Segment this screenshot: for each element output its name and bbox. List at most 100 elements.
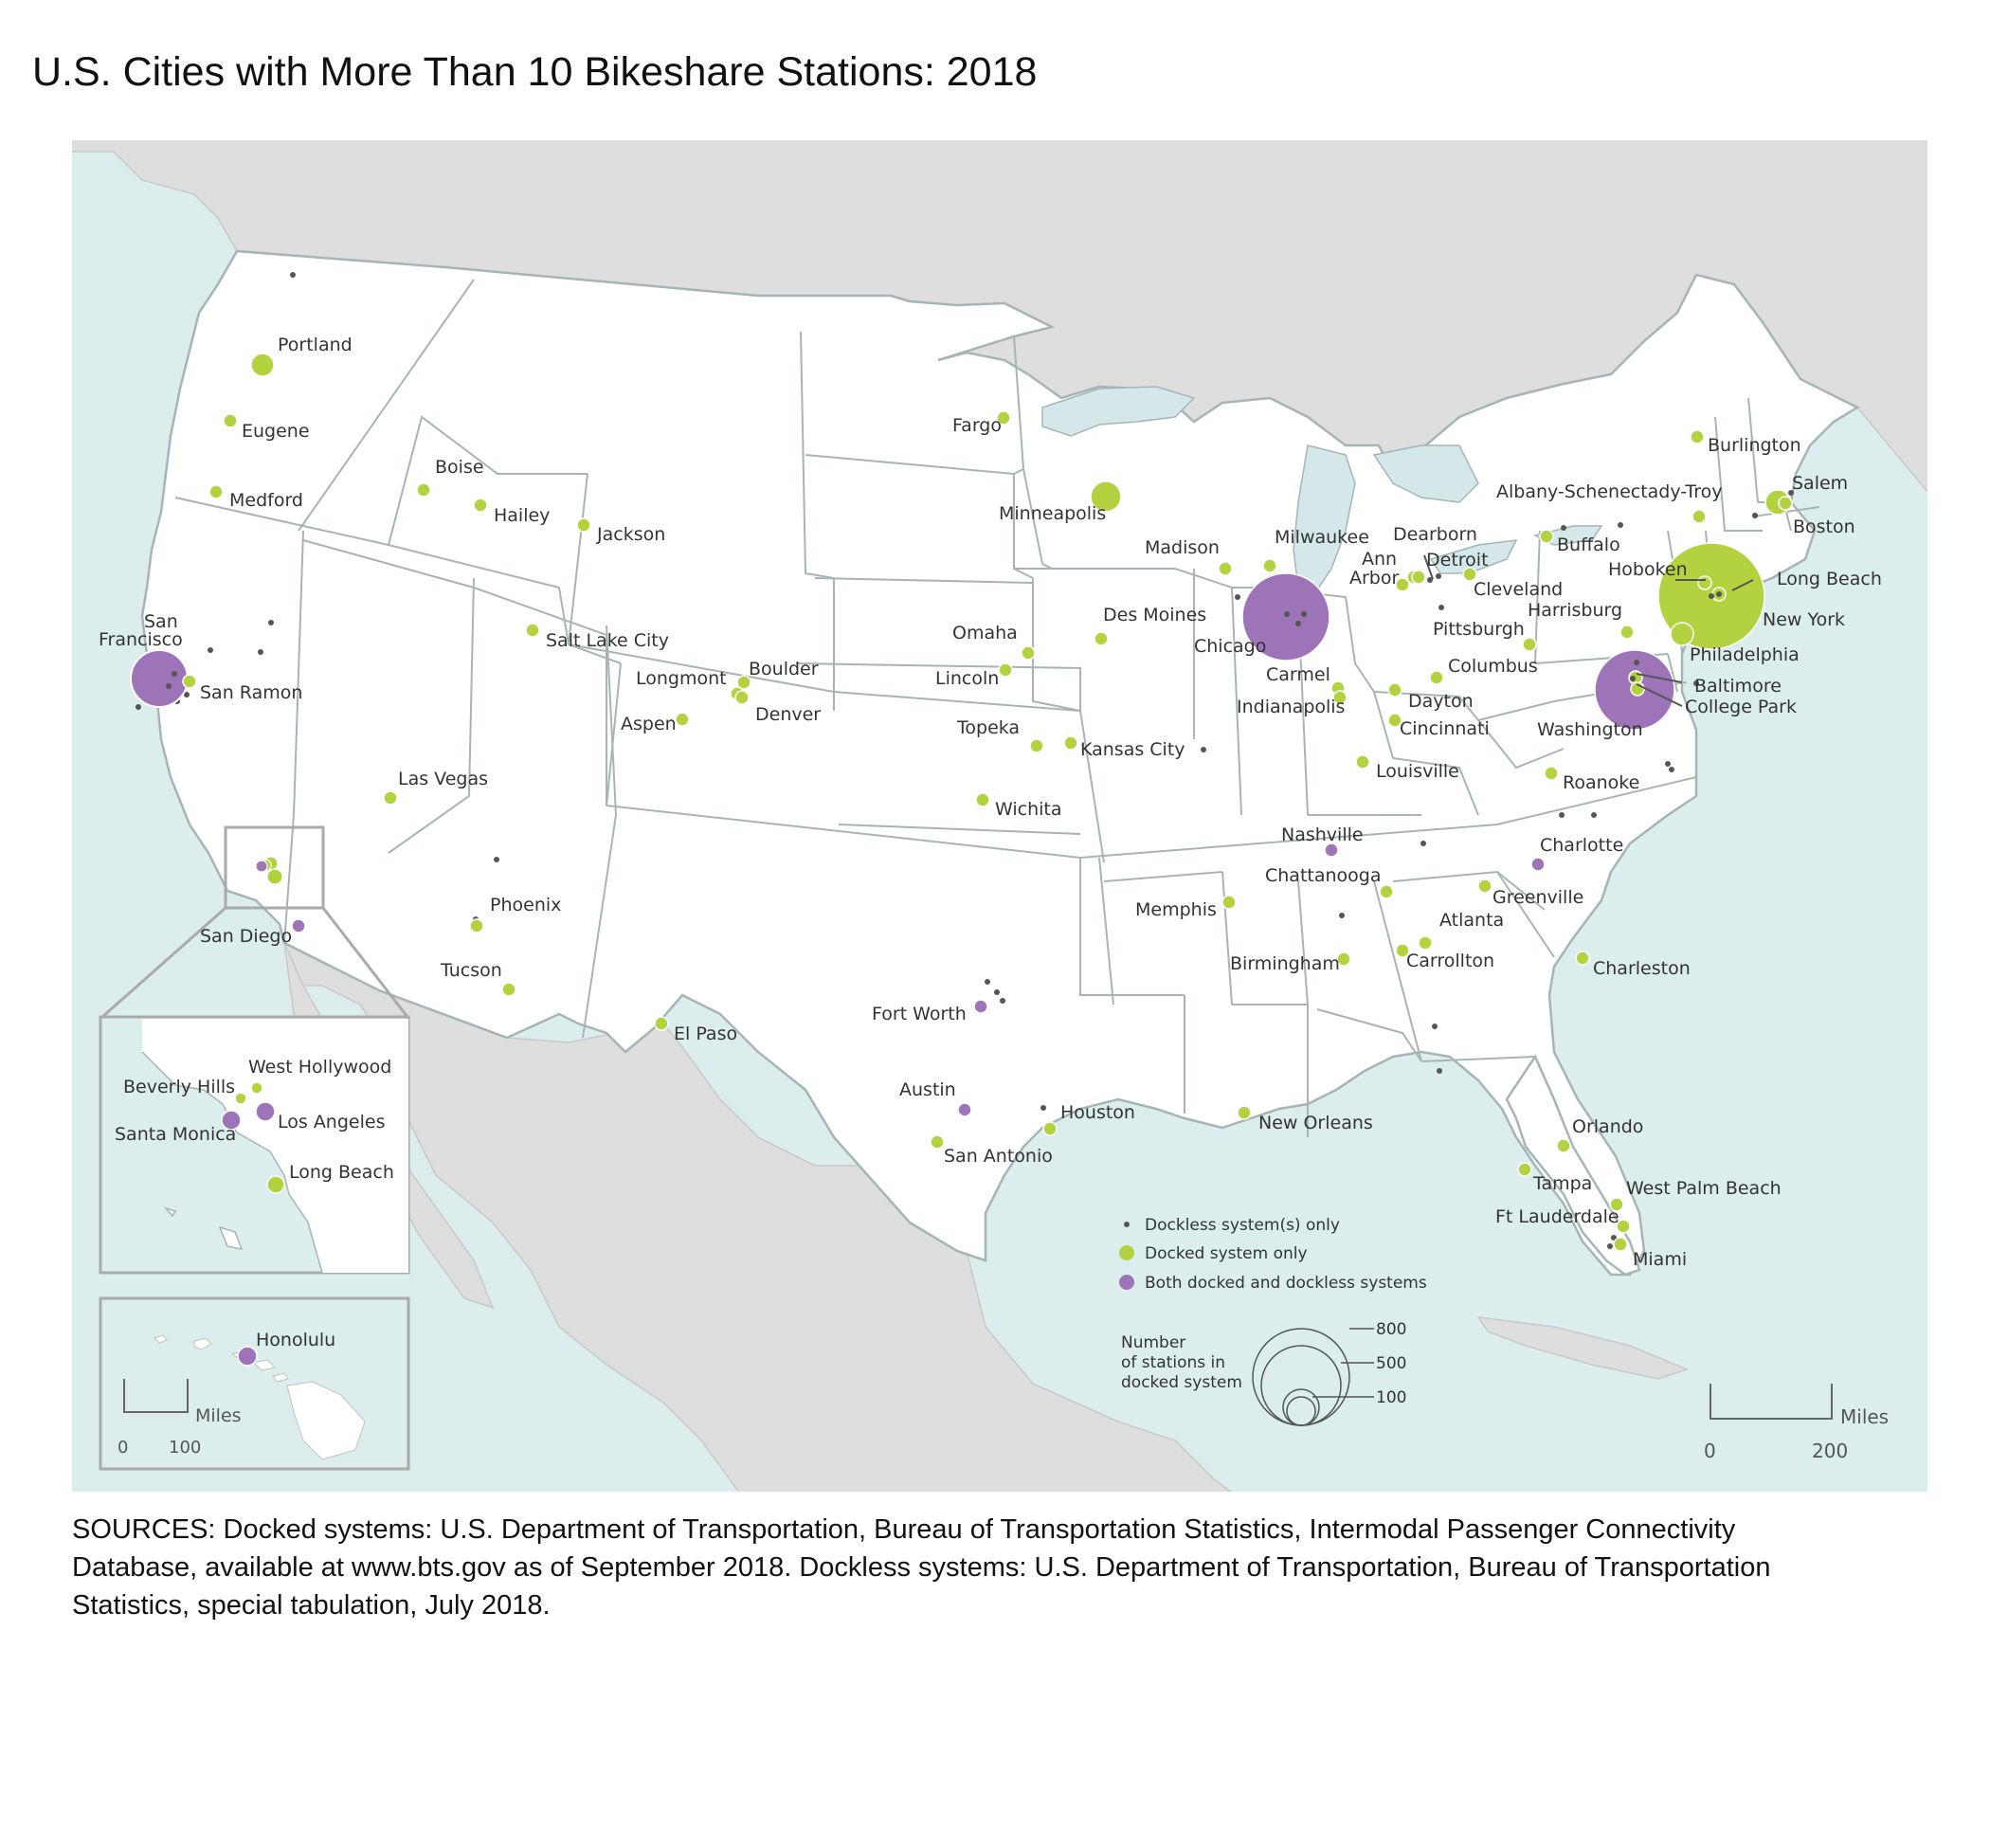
phoenix-symbol <box>469 918 484 933</box>
san-diego-label: San Diego <box>200 926 292 947</box>
eugene-label: Eugene <box>242 421 310 442</box>
dockless-point <box>1432 1024 1438 1029</box>
memphis-symbol <box>1221 895 1237 910</box>
honolulu-symbol <box>237 1346 258 1367</box>
dockless-points <box>136 272 1794 1249</box>
dockless-point <box>1437 1068 1442 1074</box>
harrisburg-label: Harrisburg <box>1528 600 1622 621</box>
dockless-point <box>1438 605 1444 610</box>
dockless-point <box>994 989 1000 995</box>
wichita-label: Wichita <box>995 799 1062 820</box>
portland-symbol <box>250 353 275 377</box>
philadelphia-label: Philadelphia <box>1690 644 1800 665</box>
carmel-label: Carmel <box>1266 664 1330 685</box>
francisco-label: Francisco <box>99 629 183 650</box>
dockless-point <box>166 683 172 689</box>
dearborn-label: Dearborn <box>1393 524 1477 545</box>
birmingham-label: Birmingham <box>1230 953 1340 974</box>
dockless-point <box>208 647 213 653</box>
salem-symbol <box>1778 496 1793 511</box>
map-title: U.S. Cities with More Than 10 Bikeshare … <box>32 49 1038 95</box>
harrisburg-symbol <box>1619 625 1635 640</box>
dockless-point <box>1709 593 1714 599</box>
honolulu-label: Honolulu <box>256 1330 335 1350</box>
dockless-point <box>172 671 177 677</box>
charleston-label: Charleston <box>1593 958 1691 979</box>
dockless-point <box>1561 525 1566 531</box>
detroit-symbol <box>1411 570 1426 585</box>
aspen-symbol <box>675 712 690 727</box>
sources-note: SOURCES: Docked systems: U.S. Department… <box>72 1511 1929 1624</box>
state-borders <box>174 279 1820 1137</box>
des-moines-label: Des Moines <box>1103 605 1206 625</box>
greenville-symbol <box>1477 879 1492 894</box>
la-inset-labels: West Hollywood Beverly Hills Los Angeles Sa… <box>115 1057 394 1458</box>
docked-legend-label: Docked system only <box>1145 1244 1308 1263</box>
san-francisco-symbol <box>130 649 189 708</box>
charlotte-label: Charlotte <box>1540 835 1623 856</box>
houston-symbol <box>1042 1121 1058 1136</box>
new-orleans-symbol <box>1237 1105 1252 1120</box>
houston-label: Houston <box>1060 1102 1135 1123</box>
miami-label: Miami <box>1633 1249 1687 1270</box>
atlanta-label: Atlanta <box>1439 910 1504 931</box>
greenville-label: Greenville <box>1492 887 1583 908</box>
milwaukee-label: Milwaukee <box>1275 527 1369 548</box>
san-ramon-symbol <box>182 674 197 689</box>
dayton-symbol <box>1387 682 1402 698</box>
denver-label: Denver <box>755 704 821 725</box>
topeka-label: Topeka <box>956 717 1020 738</box>
el-paso-symbol <box>654 1016 669 1031</box>
madison-symbol <box>1218 561 1233 576</box>
both-legend-label: Both docked and dockless systems <box>1145 1274 1427 1293</box>
fort-worth-symbol <box>973 999 988 1014</box>
new-york-label: New York <box>1763 609 1845 630</box>
tampa-label: Tampa <box>1532 1173 1592 1194</box>
albany-schenectady-troy-label: Albany-Schenectady-Troy <box>1496 481 1722 502</box>
cincinnati-symbol <box>1387 713 1402 728</box>
louisville-symbol <box>1355 754 1370 770</box>
des-moines-symbol <box>1094 631 1109 646</box>
long-beach-inset-label: Long Beach <box>289 1162 394 1183</box>
dockless-point <box>1436 573 1441 579</box>
fargo-label: Fargo <box>952 415 1002 436</box>
jackson-symbol <box>576 517 591 533</box>
cleveland-label: Cleveland <box>1474 579 1563 600</box>
los-angeles-inset-label: Los Angeles <box>278 1112 385 1132</box>
phoenix-label: Phoenix <box>490 895 561 915</box>
legend-size-title-line: Number <box>1121 1333 1185 1352</box>
medford-symbol <box>208 484 224 499</box>
birmingham-symbol <box>1336 951 1351 967</box>
jackson-label: Jackson <box>596 524 665 545</box>
hoboken-symbol <box>1697 575 1712 590</box>
memphis-label: Memphis <box>1135 899 1217 920</box>
eugene-symbol <box>223 413 238 428</box>
orlando-symbol <box>1556 1138 1571 1153</box>
boulder-label: Boulder <box>749 659 819 679</box>
cleveland-symbol <box>1462 567 1477 582</box>
arbor-label: Arbor <box>1349 568 1399 589</box>
madison-label: Madison <box>1145 537 1220 558</box>
roanoke-symbol <box>1544 766 1559 781</box>
dockless-point <box>1559 812 1565 818</box>
dockless-point <box>1591 812 1597 818</box>
hailey-symbol <box>473 498 488 513</box>
both-legend-swatch <box>1119 1275 1134 1290</box>
columbus-label: Columbus <box>1448 656 1538 677</box>
detroit-label: Detroit <box>1426 550 1489 571</box>
boston-label: Boston <box>1793 516 1855 537</box>
dockless-point <box>1665 761 1671 767</box>
san-diego-symbol <box>291 918 306 933</box>
legend-size-title-line: docked system <box>1121 1373 1242 1392</box>
hawaii-inset <box>99 1296 410 1471</box>
las-vegas-symbol <box>383 790 398 806</box>
austin-symbol <box>957 1102 972 1117</box>
washington-label: Washington <box>1537 719 1643 740</box>
dockless-point <box>1618 522 1623 528</box>
dockless-point <box>1788 490 1794 496</box>
dockless-point <box>1339 913 1345 918</box>
chicago-label: Chicago <box>1194 636 1266 657</box>
chattanooga-label: Chattanooga <box>1265 865 1382 886</box>
aspen-label: Aspen <box>621 714 677 734</box>
minneapolis-label: Minneapolis <box>999 503 1106 524</box>
